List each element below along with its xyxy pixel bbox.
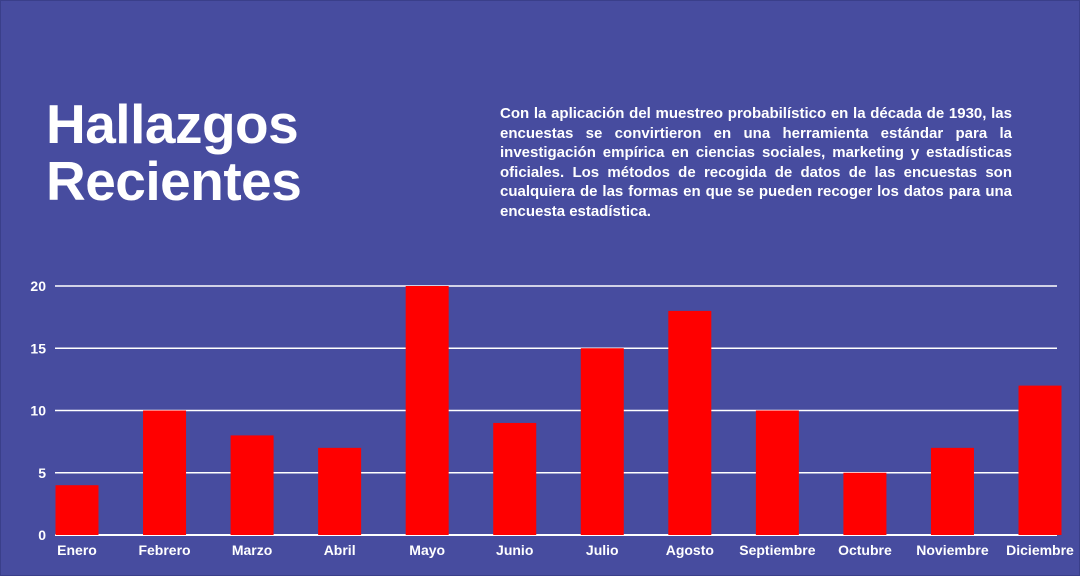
bars (55, 286, 1062, 535)
x-category-label: Enero (57, 542, 97, 558)
x-category-label: Agosto (666, 542, 714, 558)
bar-enero (55, 485, 99, 535)
bar-agosto (668, 310, 712, 535)
bar-julio (580, 348, 624, 535)
x-category-label: Noviembre (916, 542, 989, 558)
x-category-label: Diciembre (1006, 542, 1074, 558)
x-category-label: Abril (324, 542, 356, 558)
x-category-label: Julio (586, 542, 619, 558)
bar-diciembre (1018, 385, 1062, 535)
grid-lines (55, 285, 1057, 536)
x-category-label: Febrero (138, 542, 190, 558)
description-text: Con la aplicación del muestreo probabilí… (500, 105, 1012, 220)
x-category-label: Septiembre (739, 542, 815, 558)
x-category-label: Marzo (232, 542, 272, 558)
y-tick-label: 10 (30, 403, 46, 419)
bar-septiembre (755, 410, 799, 535)
page-title: Hallazgos Recientes (46, 93, 302, 212)
bar-abril (318, 447, 362, 535)
x-category-label: Octubre (838, 542, 892, 558)
x-category-label: Mayo (409, 542, 445, 558)
y-axis-ticks: 0 5 10 15 20 (30, 278, 46, 543)
x-axis-labels: Enero Febrero Marzo Abril Mayo Junio Julio Agos… (57, 542, 1074, 558)
bar-octubre (843, 472, 887, 535)
bar-junio (493, 422, 537, 535)
bar-marzo (230, 435, 274, 535)
bar-noviembre (930, 447, 974, 535)
bar-febrero (143, 410, 187, 535)
y-tick-label: 15 (30, 340, 46, 356)
bar-mayo (405, 286, 449, 535)
x-category-label: Junio (496, 542, 533, 558)
y-tick-label: 0 (38, 527, 46, 543)
y-tick-label: 5 (38, 465, 46, 481)
y-tick-label: 20 (30, 278, 46, 294)
